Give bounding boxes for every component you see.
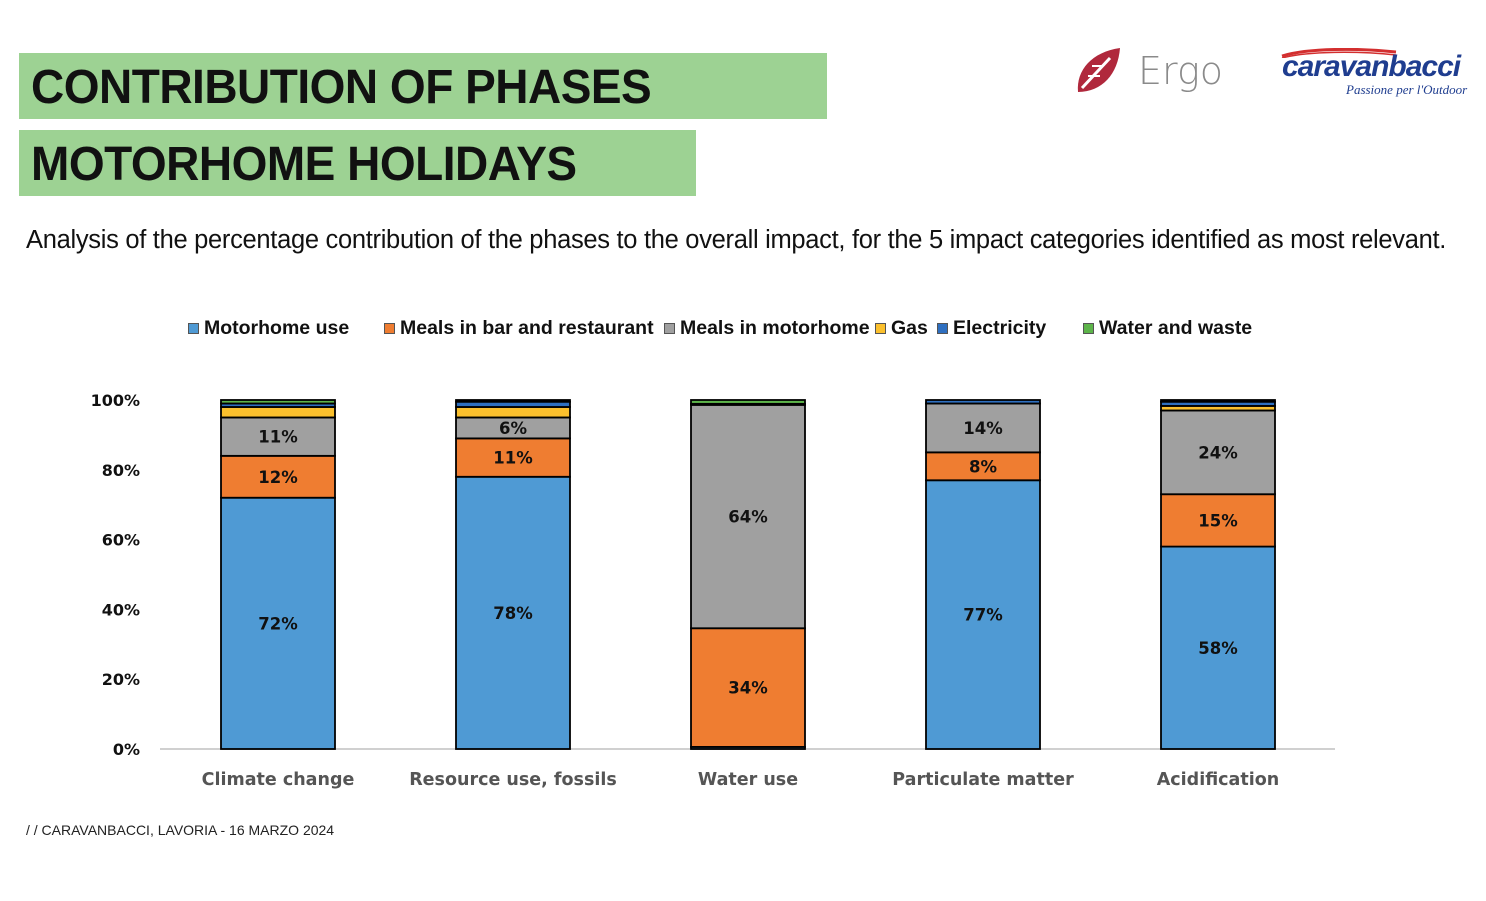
bar-segment [455, 437, 571, 478]
page-title: CONTRIBUTION OF PHASES [31, 58, 652, 114]
bar-segment [690, 399, 806, 405]
caravanbacci-logo: caravanbacci Passione per l'Outdoor [1278, 48, 1468, 104]
legend-item: Meals in motorhome [664, 317, 870, 340]
legend-swatch [937, 323, 948, 334]
data-label: 11% [258, 428, 298, 447]
chart-description: Analysis of the percentage contribution … [26, 226, 1447, 254]
legend-item: Electricity [937, 317, 1046, 340]
x-category-label: Acidification [1157, 770, 1279, 790]
legend-swatch [384, 323, 395, 334]
y-tick-label: 80% [102, 461, 140, 480]
bar-segment [1160, 399, 1276, 403]
legend-item: Gas [875, 317, 928, 340]
swoosh-icon [1281, 48, 1397, 58]
x-category-label: Climate change [202, 770, 355, 790]
y-tick-label: 60% [102, 531, 140, 550]
stacked-bar-chart: 0% 20% 40% 60% 80% 100% 72% 12% 11% Climate chang… [91, 391, 1335, 790]
data-label: 12% [258, 468, 298, 487]
ergo-logo: Ergo [1072, 44, 1223, 98]
legend-label: Motorhome use [204, 317, 350, 339]
chart-legend: Motorhome use Meals in bar and restaurant… [0, 317, 1486, 341]
bar-segment [455, 399, 571, 403]
y-tick-label: 0% [113, 740, 140, 759]
x-category-label: Particulate matter [892, 770, 1074, 790]
caravanbacci-wordmark: caravanbacci [1282, 50, 1461, 83]
y-tick-label: 100% [91, 391, 140, 410]
footer-credit: / / CARAVANBACCI, LAVORIA - 16 MARZO 202… [26, 822, 335, 838]
legend-label: Meals in bar and restaurant [400, 317, 654, 339]
bar-segment [220, 399, 336, 405]
data-label: 77% [963, 606, 1003, 625]
bar-segment [220, 406, 336, 419]
data-label: 72% [258, 614, 298, 633]
title-band-2: MOTORHOME HOLIDAYS [19, 130, 696, 196]
ergo-wordmark: Ergo [1138, 49, 1224, 93]
data-label: 8% [969, 457, 997, 476]
bar-segment [925, 399, 1041, 405]
data-label: 6% [499, 419, 527, 438]
legend-label: Gas [891, 317, 928, 339]
title-band-1: CONTRIBUTION OF PHASES [19, 53, 827, 119]
legend-label: Meals in motorhome [680, 317, 870, 339]
bar-segment [925, 451, 1041, 482]
x-category-label: Water use [698, 770, 798, 790]
bar-segment [455, 475, 571, 750]
data-label: 24% [1198, 443, 1238, 462]
legend-swatch [1083, 323, 1094, 334]
y-tick-label: 40% [102, 600, 140, 619]
legend-item: Motorhome use [188, 317, 349, 340]
bar-segment [1160, 409, 1276, 496]
data-label: 78% [493, 604, 533, 623]
bar-segment [220, 496, 336, 750]
legend-swatch [664, 323, 675, 334]
bar-segment [455, 406, 571, 419]
data-label: 64% [728, 508, 768, 527]
y-tick-label: 20% [102, 670, 140, 689]
x-category-label: Resource use, fossils [409, 770, 617, 790]
data-label: 58% [1198, 639, 1238, 658]
bar-segment [925, 402, 1041, 454]
data-label: 15% [1198, 511, 1238, 530]
data-label: 11% [493, 449, 533, 468]
legend-swatch [188, 323, 199, 334]
bar-segment [1160, 545, 1276, 750]
legend-swatch [875, 323, 886, 334]
data-label: 14% [963, 419, 1003, 438]
data-label: 34% [728, 679, 768, 698]
legend-item: Water and waste [1083, 317, 1252, 340]
legend-label: Electricity [953, 317, 1047, 339]
caravanbacci-tagline: Passione per l'Outdoor [1346, 82, 1468, 97]
leaf-icon [1077, 48, 1120, 92]
bar-segment [220, 416, 336, 457]
legend-item: Meals in bar and restaurant [384, 317, 654, 340]
page-subtitle-heading: MOTORHOME HOLIDAYS [31, 135, 577, 191]
legend-label: Water and waste [1099, 317, 1253, 339]
